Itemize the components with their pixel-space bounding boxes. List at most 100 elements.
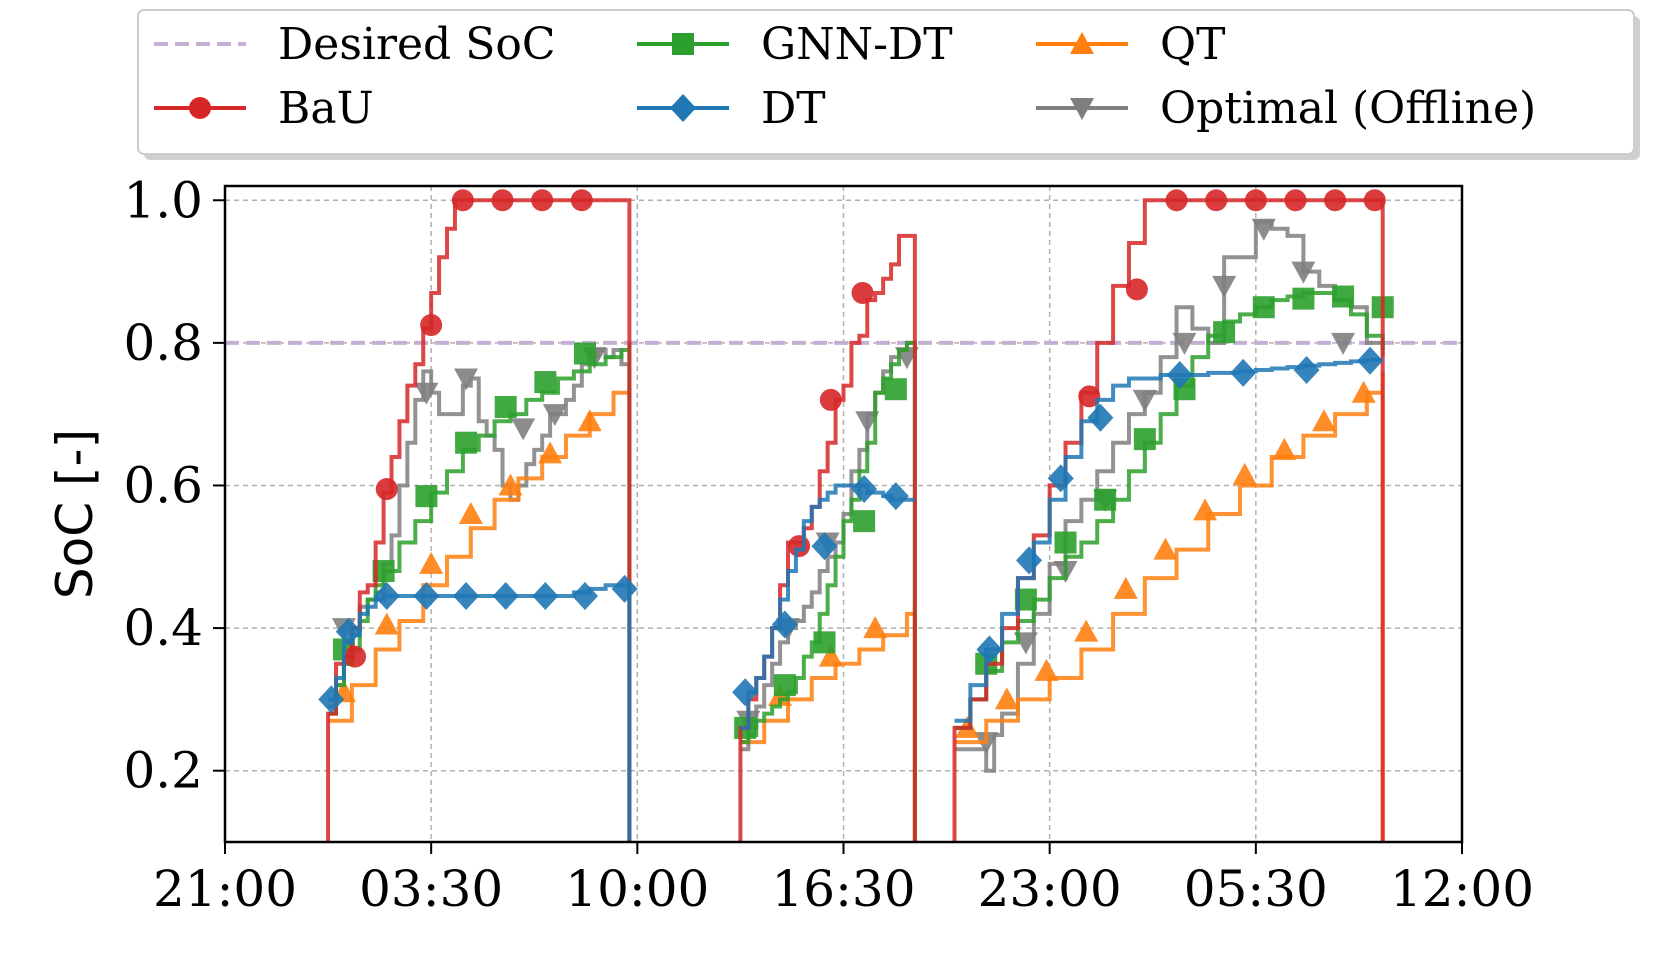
data-point-gnn-dt: [1094, 488, 1117, 511]
data-point-gnn-dt: [853, 510, 876, 533]
legend-item-bau: BaU: [154, 83, 374, 134]
y-axis-label: SoC [-]: [46, 429, 104, 599]
data-point-dt: [571, 582, 598, 610]
data-point-dt: [771, 610, 798, 639]
data-point-bau: [1363, 189, 1386, 212]
data-point-dt: [882, 482, 909, 511]
series-line-qt: [328, 382, 632, 842]
legend-marker-optimal-offline: [1070, 98, 1094, 120]
plot-area: 21:00 03:30 10:00 16:30 23:00 05:30 12:00 0.2 0…: [123, 171, 1534, 918]
legend-item-gnn-dt: GNN-DT: [637, 19, 953, 70]
data-point-dt: [732, 678, 759, 707]
legend-item-dt: DT: [637, 83, 826, 134]
data-point-dt: [1016, 546, 1043, 575]
data-point-gnn-dt: [884, 378, 907, 401]
legend-marker-qt: [1070, 32, 1094, 54]
data-point-qt: [538, 441, 563, 464]
data-point-bau: [819, 388, 842, 411]
data-point-dt: [1166, 360, 1193, 389]
data-point-qt: [419, 551, 444, 574]
x-tick-label: 05:30: [1184, 860, 1328, 918]
data-point-dt: [1230, 358, 1257, 387]
y-tick-label: 0.2: [123, 742, 203, 800]
data-point-bau: [570, 189, 593, 212]
x-tick-label: 12:00: [1390, 860, 1534, 918]
data-point-optimal-offline: [511, 418, 536, 441]
data-point-dt: [1047, 464, 1074, 493]
data-point-bau: [1078, 385, 1101, 408]
x-tick-label: 16:30: [771, 860, 915, 918]
data-point-dt: [532, 582, 559, 610]
data-point-optimal-offline: [454, 368, 479, 391]
data-point-optimal-offline: [1331, 332, 1356, 355]
x-tick-label: 21:00: [153, 860, 297, 918]
data-point-qt: [1074, 619, 1099, 642]
data-point-bau: [788, 535, 811, 558]
data-point-bau: [491, 189, 514, 212]
x-tick-label: 10:00: [565, 860, 709, 918]
series-line-optimal-offline: [954, 219, 1385, 773]
data-point-qt: [374, 612, 399, 635]
data-point-gnn-dt: [1054, 531, 1077, 554]
data-point-qt: [1351, 380, 1376, 403]
legend-label-bau: BaU: [278, 83, 374, 134]
x-tick-label: 23:00: [978, 860, 1122, 918]
data-point-dt: [492, 582, 519, 610]
legend-item-qt: QT: [1036, 19, 1225, 70]
data-point-optimal-offline: [1212, 275, 1237, 298]
data-point-bau: [1324, 189, 1347, 212]
data-point-gnn-dt: [415, 485, 438, 508]
series-line-gnn-dt: [740, 340, 917, 842]
data-point-bau: [851, 281, 874, 304]
data-point-qt: [1193, 498, 1218, 521]
data-point-dt: [373, 582, 400, 610]
data-point-dt: [851, 475, 878, 504]
legend-box: [137, 9, 1635, 155]
data-point-qt: [818, 644, 843, 667]
series-line-optimal-offline: [740, 340, 915, 752]
data-point-gnn-dt: [534, 371, 557, 394]
series-qt: [328, 371, 1385, 842]
data-point-dt: [811, 532, 838, 561]
data-point-dt: [318, 685, 345, 714]
data-point-optimal-offline: [414, 382, 439, 405]
data-point-bau: [1165, 189, 1188, 212]
data-point-gnn-dt: [455, 431, 478, 454]
data-point-qt: [1232, 462, 1257, 485]
data-point-bau: [1284, 189, 1307, 212]
data-point-gnn-dt: [1292, 287, 1315, 310]
data-point-optimal-offline: [542, 404, 567, 427]
legend-marker-gnn-dt: [672, 33, 694, 55]
data-point-qt: [994, 687, 1019, 710]
legend-item-desired-soc: Desired SoC: [154, 19, 556, 70]
data-point-qt: [498, 473, 523, 496]
data-point-gnn-dt: [773, 674, 796, 697]
data-point-qt: [1113, 576, 1138, 599]
series-line-dt: [954, 357, 1383, 723]
data-point-gnn-dt: [1213, 321, 1236, 344]
data-point-qt: [1312, 409, 1337, 432]
data-point-bau: [375, 478, 398, 501]
data-point-qt: [458, 502, 483, 524]
data-point-qt: [1272, 437, 1297, 460]
y-tick-label: 1.0: [123, 171, 203, 229]
legend-label-optimal-offline: Optimal (Offline): [1160, 83, 1536, 134]
data-point-gnn-dt: [494, 396, 517, 419]
data-point-gnn-dt: [1332, 285, 1355, 308]
data-point-bau: [344, 645, 367, 668]
data-point-qt: [1034, 658, 1059, 681]
x-tick-label: 03:30: [359, 860, 503, 918]
series-line-bau: [952, 198, 1385, 842]
data-point-dt: [1293, 355, 1320, 384]
legend-item-optimal-offline: Optimal (Offline): [1036, 83, 1536, 134]
data-point-optimal-offline: [1251, 218, 1276, 241]
data-point-gnn-dt: [573, 342, 596, 365]
series-dt: [318, 346, 1384, 842]
legend-label-desired-soc: Desired SoC: [278, 19, 556, 70]
legend-marker-dt: [670, 94, 696, 122]
data-point-dt: [1087, 403, 1114, 432]
data-point-gnn-dt: [1133, 428, 1156, 451]
data-point-dt: [335, 617, 362, 646]
data-point-dt: [976, 635, 1003, 664]
